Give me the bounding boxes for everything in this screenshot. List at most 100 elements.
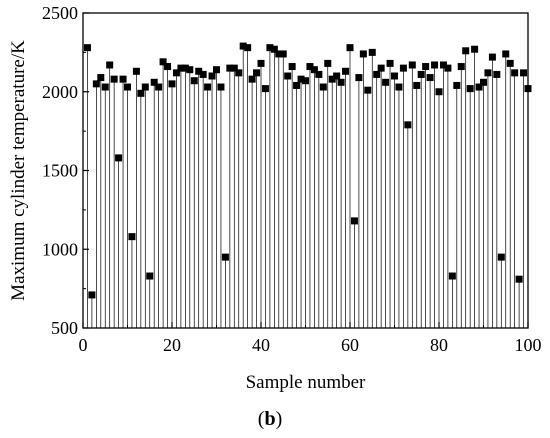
data-point-marker xyxy=(408,61,416,69)
data-point-marker xyxy=(284,72,292,80)
data-point-marker xyxy=(181,64,189,72)
data-point-marker xyxy=(484,69,492,77)
data-point-marker xyxy=(466,85,474,93)
data-point-marker xyxy=(306,63,314,71)
panel-label: (b) xyxy=(258,408,282,430)
x-tick-label: 60 xyxy=(341,335,359,355)
data-point-marker xyxy=(128,233,136,241)
data-point-marker xyxy=(119,75,127,83)
x-axis-label: Sample number xyxy=(246,372,366,393)
data-point-marker xyxy=(248,75,256,83)
data-point-marker xyxy=(101,83,109,91)
data-point-marker xyxy=(97,74,105,82)
data-point-marker xyxy=(297,75,305,83)
data-point-marker xyxy=(480,78,487,86)
y-tick-label: 500 xyxy=(51,318,78,338)
data-point-marker xyxy=(417,70,425,78)
data-point-marker xyxy=(221,253,229,261)
data-point-marker xyxy=(448,272,456,280)
y-tick-label: 2500 xyxy=(42,3,78,23)
x-tick-label: 0 xyxy=(79,335,88,355)
data-point-marker xyxy=(124,83,131,91)
data-point-marker xyxy=(515,275,523,283)
data-point-marker xyxy=(186,66,194,74)
data-point-marker xyxy=(315,70,323,78)
data-point-marker xyxy=(404,121,412,129)
data-point-marker xyxy=(235,69,243,77)
panel-close-paren: ) xyxy=(276,408,283,430)
data-point-marker xyxy=(377,64,385,72)
data-markers-group xyxy=(83,42,532,299)
data-point-marker xyxy=(520,69,528,77)
data-point-marker xyxy=(359,50,367,58)
data-point-marker xyxy=(391,72,398,80)
data-point-marker xyxy=(132,67,140,75)
data-point-marker xyxy=(439,61,447,69)
data-point-marker xyxy=(413,81,421,89)
data-point-marker xyxy=(333,72,341,80)
data-point-marker xyxy=(106,61,114,69)
data-point-marker xyxy=(511,69,519,77)
panel-open-paren: ( xyxy=(258,408,265,430)
data-point-marker xyxy=(328,75,336,83)
data-point-marker xyxy=(279,50,287,58)
data-point-marker xyxy=(115,154,123,162)
data-point-marker xyxy=(471,45,479,53)
data-point-marker xyxy=(141,83,149,91)
data-point-marker xyxy=(373,70,381,78)
y-tick-label: 1500 xyxy=(42,161,78,181)
y-axis-label: Maximum cylinder temperature/K xyxy=(8,40,29,301)
data-point-marker xyxy=(195,67,203,75)
y-tick-label: 2000 xyxy=(42,82,78,102)
data-point-marker xyxy=(497,253,505,261)
x-axis-ticks: 0 20 40 60 80 100 xyxy=(79,322,542,355)
data-point-marker xyxy=(204,83,212,91)
data-point-marker xyxy=(422,63,430,71)
data-point-marker xyxy=(395,83,403,91)
data-point-marker xyxy=(172,69,180,77)
data-point-marker xyxy=(346,44,354,52)
x-tick-label: 100 xyxy=(515,335,542,355)
data-point-marker xyxy=(310,66,318,74)
data-point-marker xyxy=(386,59,394,67)
data-point-marker xyxy=(364,86,372,94)
data-point-marker xyxy=(426,74,434,82)
data-point-marker xyxy=(190,77,198,85)
data-point-marker xyxy=(337,78,345,86)
data-point-marker xyxy=(137,89,145,97)
stem-lines-group xyxy=(87,46,529,328)
data-point-marker xyxy=(261,85,269,93)
data-point-marker xyxy=(110,75,118,83)
data-point-marker xyxy=(213,66,220,74)
data-point-marker xyxy=(302,77,309,85)
data-point-marker xyxy=(462,47,470,55)
data-point-marker xyxy=(164,63,172,71)
data-point-marker xyxy=(253,69,261,77)
data-point-marker xyxy=(92,80,100,88)
data-point-marker xyxy=(239,42,247,50)
data-point-marker xyxy=(493,70,501,78)
data-point-marker xyxy=(159,58,167,66)
data-point-marker xyxy=(342,67,350,75)
data-point-marker xyxy=(502,50,510,58)
data-point-marker xyxy=(168,80,176,88)
data-point-marker xyxy=(475,83,483,91)
y-axis-ticks: 500 1000 1500 2000 2500 xyxy=(42,3,89,338)
data-point-marker xyxy=(355,74,363,82)
data-point-marker xyxy=(83,44,91,52)
data-point-marker xyxy=(150,78,158,86)
data-point-marker xyxy=(217,83,225,91)
panel-letter: b xyxy=(264,408,275,430)
data-point-marker xyxy=(146,272,154,280)
data-point-marker xyxy=(270,45,278,53)
data-point-marker xyxy=(293,81,301,89)
data-point-marker xyxy=(324,59,332,67)
data-point-marker xyxy=(368,48,376,56)
data-point-marker xyxy=(275,50,283,58)
data-point-marker xyxy=(399,64,407,72)
data-point-marker xyxy=(155,83,163,91)
data-point-marker xyxy=(453,81,461,89)
data-point-marker xyxy=(488,53,496,61)
data-point-marker xyxy=(199,70,207,78)
